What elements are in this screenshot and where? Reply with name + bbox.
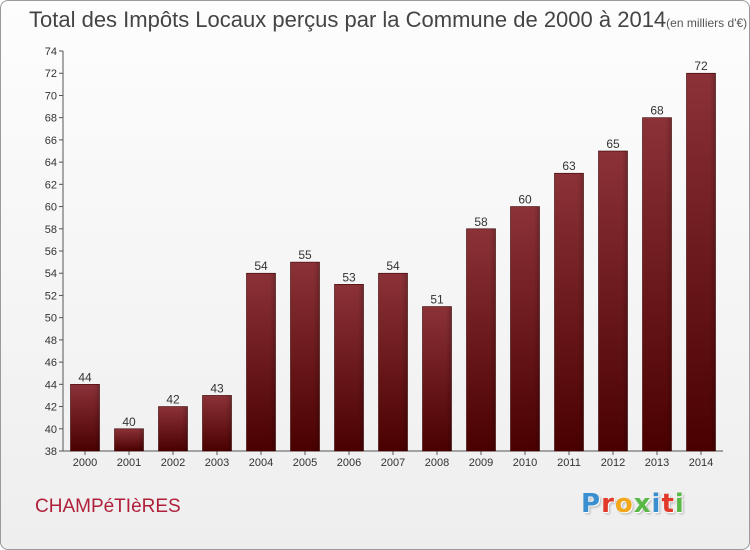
data-label: 43: [210, 381, 224, 395]
y-tick-label: 50: [45, 313, 57, 325]
bar-shade: [114, 428, 144, 451]
data-label: 44: [78, 370, 92, 384]
x-tick-label: 2001: [117, 457, 141, 469]
y-tick-label: 46: [45, 357, 57, 369]
bar-2008: 51: [422, 293, 452, 452]
bar-2005: 55: [290, 248, 320, 452]
bar-2014: 72: [686, 59, 716, 452]
bar-2000: 44: [70, 370, 100, 452]
x-tick-label: 2000: [73, 457, 97, 469]
bar-shade: [554, 173, 584, 451]
data-label: 65: [606, 137, 620, 151]
chart-title-main: Total des Impôts Locaux perçus par la Co…: [29, 7, 667, 32]
bar-shade: [246, 273, 276, 451]
x-tick-label: 2007: [381, 457, 405, 469]
x-tick-label: 2003: [205, 457, 229, 469]
data-label: 40: [122, 415, 136, 429]
data-label: 51: [430, 293, 444, 307]
commune-name: CHAMPéTIèRES: [35, 496, 181, 517]
y-tick-label: 52: [45, 290, 57, 302]
bar-shade: [290, 262, 320, 451]
logo-letter: t: [661, 489, 675, 519]
x-tick-label: 2011: [557, 457, 581, 469]
y-tick-label: 62: [45, 179, 57, 191]
bar-2007: 54: [378, 259, 408, 452]
y-tick-label: 60: [45, 202, 57, 214]
x-tick-label: 2012: [601, 457, 625, 469]
x-tick-label: 2014: [689, 457, 713, 469]
logo-letter: i: [651, 489, 662, 519]
y-tick-label: 40: [45, 424, 57, 436]
x-tick-label: 2013: [645, 457, 669, 469]
bar-shade: [598, 151, 628, 451]
data-label: 54: [254, 259, 268, 273]
x-tick-label: 2006: [337, 457, 361, 469]
bar-shade: [422, 306, 452, 451]
y-tick-label: 48: [45, 335, 57, 347]
x-tick-label: 2005: [293, 457, 317, 469]
data-label: 68: [650, 104, 664, 118]
y-tick-label: 72: [45, 68, 57, 80]
bar-2003: 43: [202, 381, 232, 452]
x-tick-label: 2008: [425, 457, 449, 469]
bar-shade: [70, 384, 100, 451]
x-tick-label: 2009: [469, 457, 493, 469]
data-label: 42: [166, 393, 180, 407]
data-label: 60: [518, 193, 532, 207]
bar-2013: 68: [642, 104, 672, 452]
data-label: 72: [694, 59, 708, 73]
data-label: 54: [386, 259, 400, 273]
bar-2006: 53: [334, 270, 364, 452]
logo-letter: P: [581, 489, 602, 519]
bar-2002: 42: [158, 393, 188, 452]
bar-shade: [642, 117, 672, 452]
bar-2004: 54: [246, 259, 276, 452]
y-tick-label: 42: [45, 402, 57, 414]
x-axis: 2000 2001 2002 2003 2004 2005 2006 2007 2008 2009…: [63, 450, 723, 469]
bar-2001: 40: [114, 415, 144, 452]
y-tick-label: 54: [45, 268, 57, 280]
bar-shade: [202, 395, 232, 451]
y-tick-label: 74: [45, 46, 57, 58]
y-tick-label: 44: [45, 379, 57, 391]
bar-shade: [158, 406, 188, 451]
y-tick-label: 38: [45, 446, 57, 458]
y-tick-label: 58: [45, 224, 57, 236]
bar-2009: 58: [466, 215, 496, 452]
bar-shade: [686, 73, 716, 451]
bar-shade: [466, 228, 496, 451]
data-label: 63: [562, 159, 576, 173]
logo-letter: r: [601, 489, 615, 519]
bar-2011: 63: [554, 159, 584, 452]
y-tick-label: 66: [45, 135, 57, 147]
proxiti-logo: Proxiti: [581, 489, 685, 519]
data-label: 53: [342, 270, 356, 284]
data-label: 55: [298, 248, 312, 262]
y-axis: 38 40 42 44 46 48 50 52 54 56 58 60 62 64 66 68 70 72 74: [45, 46, 64, 458]
chart-title: Total des Impôts Locaux perçus par la Co…: [29, 7, 747, 33]
chart-title-unit: (en milliers d'€): [666, 16, 748, 30]
y-tick-label: 68: [45, 113, 57, 125]
bar-2012: 65: [598, 137, 628, 452]
y-tick-label: 64: [45, 157, 57, 169]
bar-shade: [378, 273, 408, 451]
bar-shade: [510, 206, 540, 451]
logo-letter: x: [633, 489, 652, 519]
bars-group: 44 40 42 43 54 55 53 54 51 58 60 63 65 68 72: [70, 59, 716, 452]
x-tick-label: 2002: [161, 457, 185, 469]
logo-letter: i: [674, 489, 685, 519]
logo-letter: o: [614, 489, 634, 519]
y-tick-label: 70: [45, 90, 57, 102]
data-label: 58: [474, 215, 488, 229]
x-tick-label: 2004: [249, 457, 273, 469]
y-tick-label: 56: [45, 246, 57, 258]
bar-shade: [334, 284, 364, 451]
bar-2010: 60: [510, 193, 540, 452]
x-tick-label: 2010: [513, 457, 537, 469]
